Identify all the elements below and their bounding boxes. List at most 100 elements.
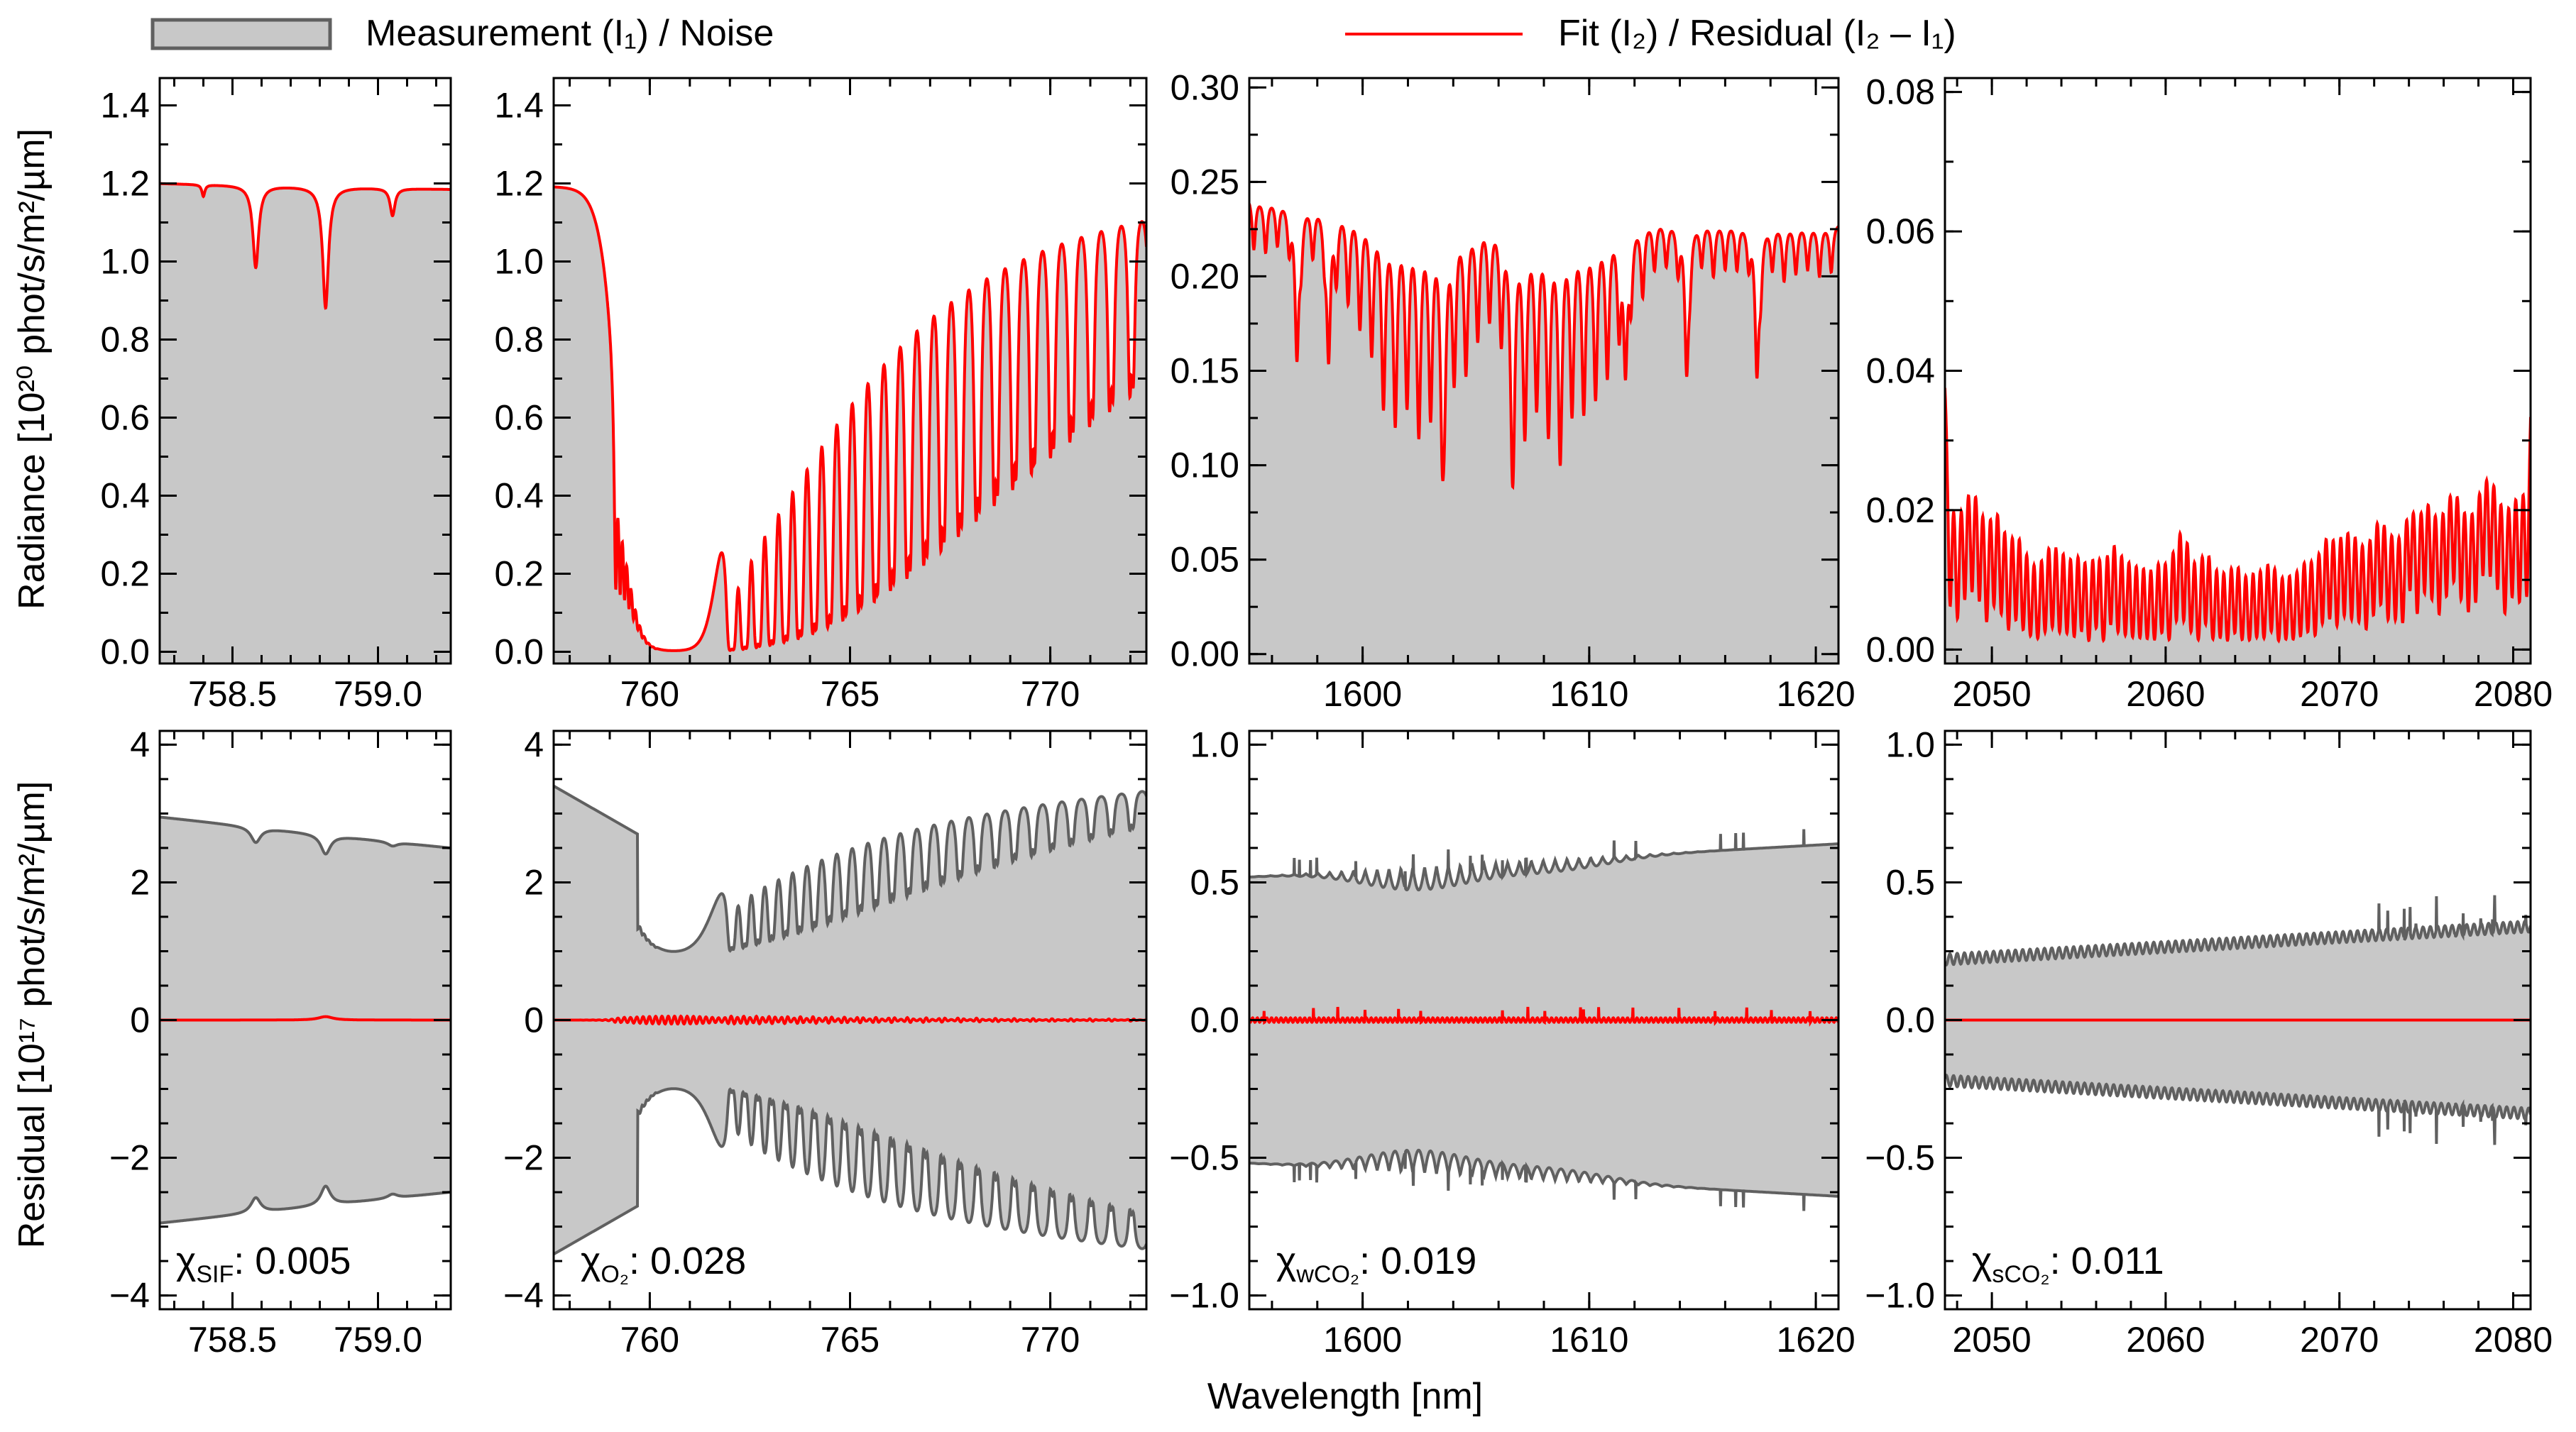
- x-tick-label: 760: [620, 1320, 679, 1360]
- x-tick-label: 2050: [1952, 674, 2031, 714]
- plot-area: [554, 784, 1146, 1256]
- y-tick-label: 0.15: [1171, 351, 1239, 391]
- y-tick-label: −1.0: [1865, 1276, 1935, 1316]
- chi-value: : 0.011: [2050, 1240, 2164, 1282]
- y-tick-label: 0.0: [100, 632, 150, 672]
- legend-fit-label: Fit (I₂) / Residual (I₂ – I₁): [1558, 13, 1956, 54]
- y-tick-label: 0: [524, 1001, 544, 1040]
- noise-lower-line: [554, 1087, 1146, 1256]
- x-tick-label: 2050: [1952, 1320, 2031, 1360]
- legend-measurement-swatch: [150, 18, 332, 50]
- measurement-area: [160, 183, 451, 663]
- x-axis-title: Wavelength [nm]: [1207, 1376, 1483, 1417]
- legend-measurement-label: Measurement (I₁) / Noise: [366, 13, 774, 54]
- y-tick-label: 1.4: [100, 86, 150, 126]
- x-tick-label: 1600: [1323, 674, 1402, 714]
- chi-symbol: χ: [581, 1240, 601, 1282]
- y-tick-label: 0.00: [1866, 629, 1935, 669]
- y-tick-label: 0.06: [1866, 211, 1935, 251]
- x-tick-label: 2070: [2300, 674, 2379, 714]
- y-tick-label: 0.05: [1171, 540, 1239, 580]
- measurement-area: [1249, 203, 1838, 663]
- panel-sco2-radiance: 2050 2060 2070 2080 0.00 0.02 0.04 0.06 0.08: [1866, 72, 2553, 714]
- plot-area: [554, 185, 1146, 663]
- y-tick-label: 1.2: [100, 164, 150, 204]
- x-tick-label: 765: [821, 1320, 879, 1360]
- plot-area: [1945, 895, 2531, 1145]
- x-tick-label: 1610: [1550, 1320, 1628, 1360]
- plot-area: [1945, 387, 2531, 663]
- noise-upper-line: [1945, 895, 2531, 966]
- x-tick-label: 759.0: [334, 674, 422, 714]
- y-tick-label: 2: [130, 862, 150, 902]
- plot-area: [160, 182, 451, 663]
- y-tick-label: 1.4: [494, 86, 544, 126]
- y-tick-label: −2: [503, 1138, 544, 1178]
- y-tick-label: 1.0: [1190, 725, 1239, 764]
- panel-o2-radiance: 760 765 770 0.0 0.2 0.4 0.6 0.8 1.0 1.2 1.4: [494, 77, 1148, 714]
- panel-wco2-residual: 1600 1610 1620 −1.0 −0.5 0.0 0.5 1.0: [1169, 725, 1855, 1360]
- y-tick-label: 0.4: [100, 476, 150, 516]
- chi-subscript: wCO₂: [1295, 1261, 1359, 1288]
- y-tick-label: 1.0: [1885, 725, 1935, 764]
- y-tick-label: 4: [524, 725, 544, 764]
- noise-lower-line: [160, 1184, 451, 1225]
- measurement-area: [554, 187, 1146, 663]
- chi-symbol: χ: [176, 1240, 196, 1282]
- chi-symbol: χ: [1276, 1240, 1296, 1282]
- x-tick-label: 758.5: [188, 674, 277, 714]
- panel-o2-residual: 760 765 770 −4 −2 0 2 4: [503, 725, 1148, 1360]
- x-tick-label: 2060: [2126, 1320, 2205, 1360]
- x-tick-label: 2060: [2126, 674, 2205, 714]
- noise-upper-line: [554, 784, 1146, 953]
- y-tick-label: −4: [109, 1276, 150, 1316]
- chi-value: : 0.028: [629, 1240, 746, 1282]
- chi-subscript: O₂: [601, 1261, 629, 1288]
- x-tick-label: 1620: [1776, 674, 1855, 714]
- axes-frame: [158, 77, 452, 665]
- y-tick-label: 0.0: [1885, 1001, 1935, 1040]
- y-tick-label: 0.08: [1866, 72, 1935, 112]
- y-tick-label: 1.2: [494, 164, 544, 204]
- chi-value: : 0.005: [234, 1240, 351, 1282]
- y-tick-label: −2: [109, 1138, 150, 1178]
- panel-sif-radiance: 758.5 759.0 0.0 0.2 0.4 0.6 0.8 1.0 1.2 1.4: [100, 77, 452, 714]
- y-tick-label: 0.20: [1171, 256, 1239, 296]
- panels: 758.5 759.0 0.0 0.2 0.4 0.6 0.8 1.0 1.2 1.4 760 765…: [100, 67, 2553, 1360]
- bottom-y-axis-title: Residual [10¹⁷ phot/s/m²/µm]: [11, 781, 53, 1249]
- y-tick-label: −0.5: [1169, 1138, 1239, 1178]
- y-tick-label: 0.0: [1190, 1001, 1239, 1040]
- x-tick-label: 2080: [2474, 1320, 2553, 1360]
- chi-wco2-label: χwCO₂: 0.019: [1276, 1240, 1476, 1288]
- y-tick-label: 0.8: [100, 320, 150, 360]
- residual-line: [1249, 1006, 1838, 1027]
- y-tick-label: 0: [130, 1001, 150, 1040]
- y-tick-label: −1.0: [1169, 1276, 1239, 1316]
- residual-line: [160, 1015, 451, 1022]
- panel-sco2-residual: 2050 2060 2070 2080 −1.0 −0.5 0.0 0.5 1.0: [1865, 725, 2553, 1360]
- plot-area: [1249, 203, 1838, 663]
- fit-line: [554, 185, 1146, 652]
- x-tick-label: 765: [821, 674, 879, 714]
- fit-line: [160, 182, 451, 310]
- fit-line: [1249, 203, 1838, 490]
- y-tick-label: 0.02: [1866, 490, 1935, 530]
- x-tick-label: 1610: [1550, 674, 1628, 714]
- top-y-axis-title: Radiance [10²⁰ phot/s/m²/µm]: [11, 128, 53, 610]
- y-tick-label: 4: [130, 725, 150, 764]
- y-tick-label: 0.5: [1190, 862, 1239, 902]
- y-tick-label: 0.10: [1171, 446, 1239, 485]
- noise-upper-line: [1249, 829, 1838, 892]
- noise-lower-line: [1945, 1074, 2531, 1145]
- x-tick-label: 760: [620, 674, 679, 714]
- y-tick-label: 0.30: [1171, 67, 1239, 107]
- x-tick-label: 1600: [1323, 1320, 1402, 1360]
- panel-wco2-radiance: 1600 1610 1620 0.00 0.05 0.10 0.15 0.20 0.25 0.30: [1171, 67, 1856, 714]
- chi-symbol: χ: [1972, 1240, 1992, 1282]
- x-tick-label: 758.5: [188, 1320, 277, 1360]
- x-tick-label: 770: [1021, 1320, 1080, 1360]
- y-tick-label: 0.04: [1866, 351, 1935, 391]
- x-tick-label: 770: [1021, 674, 1080, 714]
- chi-sif-label: χSIF: 0.005: [176, 1240, 351, 1288]
- y-tick-label: 0.6: [100, 398, 150, 438]
